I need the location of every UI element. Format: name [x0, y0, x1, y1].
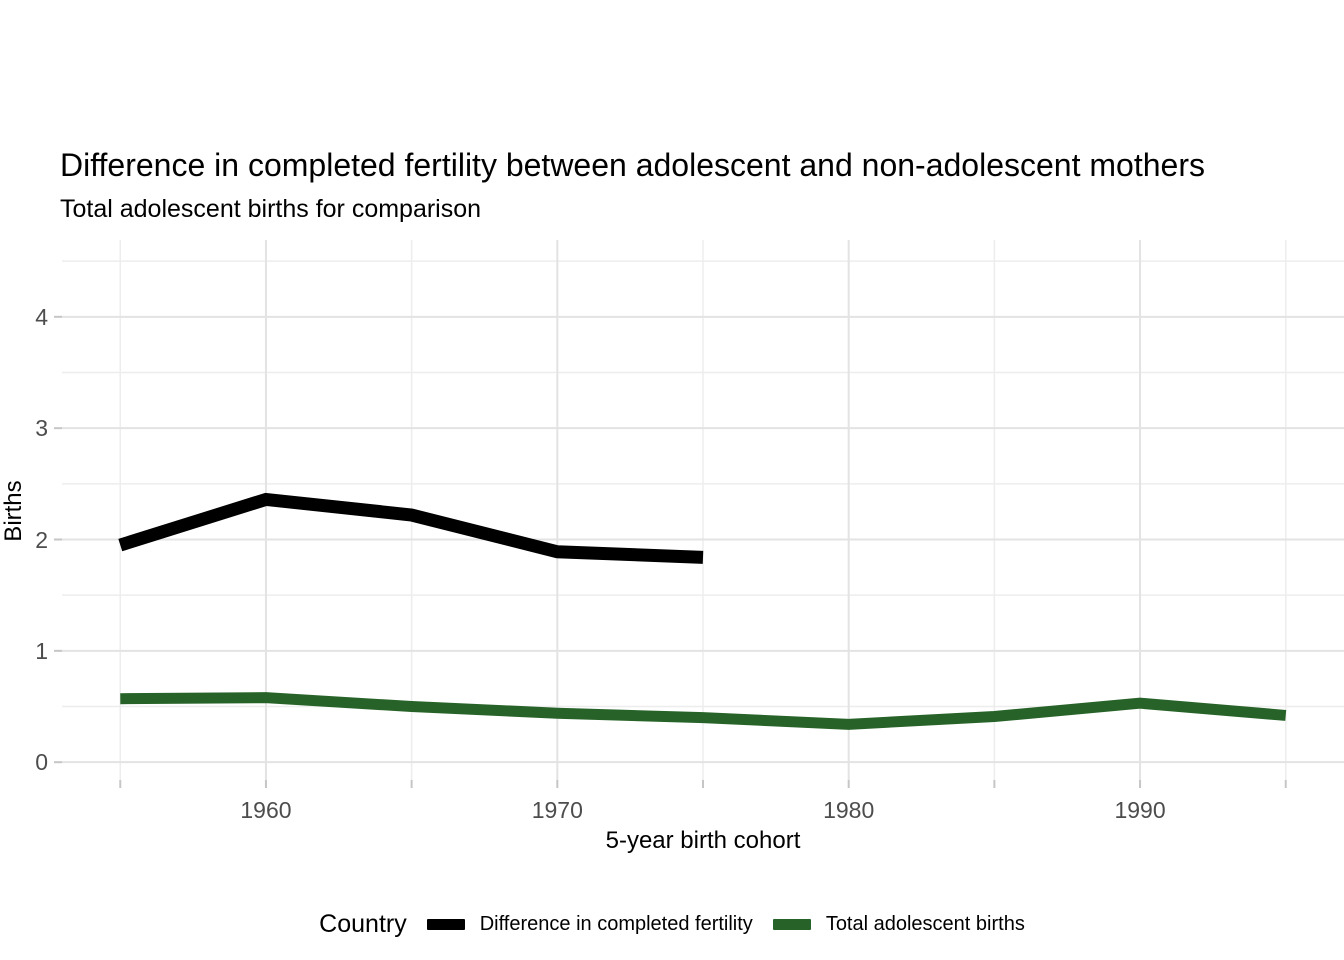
series-line	[118, 492, 704, 564]
legend-key-swatch	[772, 918, 811, 930]
y-axis-title: Births	[0, 480, 27, 542]
legend-key-swatch	[426, 918, 465, 930]
y-tick-label: 2	[35, 526, 48, 553]
chart-title: Difference in completed fertility betwee…	[60, 147, 1205, 183]
x-tick-label: 1990	[1114, 797, 1166, 823]
legend-title: Country	[319, 909, 407, 938]
series-line	[120, 692, 1287, 730]
y-tick-label: 4	[35, 303, 48, 330]
plot-panel	[54, 240, 1344, 788]
legend-items: Difference in completed fertility Total a…	[426, 912, 1025, 936]
legend-item: Difference in completed fertility	[426, 912, 753, 936]
legend-label: Total adolescent births	[825, 912, 1025, 935]
x-axis-title: 5-year birth cohort	[605, 827, 801, 854]
legend-item: Total adolescent births	[772, 912, 1025, 936]
x-tick-label: 1970	[531, 797, 583, 823]
x-tick-label: 1980	[823, 797, 875, 823]
y-tick-label: 0	[35, 749, 48, 776]
y-tick-label: 3	[35, 415, 48, 442]
legend: Country Difference in completed fertilit…	[0, 904, 1344, 944]
y-tick-label: 1	[35, 637, 48, 664]
chart-subtitle: Total adolescent births for comparison	[60, 195, 482, 223]
legend-label: Difference in completed fertility	[479, 912, 753, 935]
x-tick-label: 1960	[240, 797, 292, 823]
